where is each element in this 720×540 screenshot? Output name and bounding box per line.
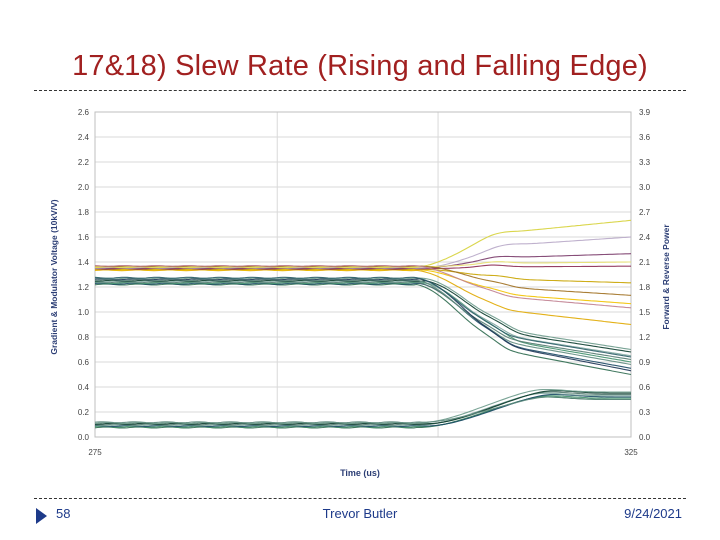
y-tick-label: 2.2 <box>78 158 90 167</box>
slide-author: Trevor Butler <box>322 506 398 521</box>
series-line-1-8 <box>95 277 632 351</box>
footer-divider <box>34 498 686 499</box>
y2-tick-label: 2.7 <box>639 208 651 217</box>
series-line-2-2 <box>95 393 631 428</box>
y2-tick-label: 1.2 <box>639 333 651 342</box>
arrow-right-icon <box>36 508 47 524</box>
title-divider <box>34 90 686 91</box>
axis-layer: 0.0 0.2 0.4 0.6 0.8 1.0 1.2 1.4 1.6 1.8 2.0 2.2 2.4 2… <box>78 108 651 457</box>
slide-title: 17&18) Slew Rate (Rising and Falling Edg… <box>72 50 648 82</box>
y2-axis-label: Forward & Reverse Power <box>661 224 671 330</box>
y2-tick-label: 3.3 <box>639 158 651 167</box>
series-line-2-3 <box>94 392 631 427</box>
series-line-1-6 <box>94 278 632 366</box>
series-line-1-7 <box>94 278 632 372</box>
y-tick-label: 0.0 <box>78 433 90 442</box>
y-tick-label: 0.6 <box>78 358 90 367</box>
y2-tick-label: 3.6 <box>639 133 651 142</box>
x-tick-label: 325 <box>624 448 638 457</box>
series-line-0-9 <box>94 264 632 309</box>
y-tick-label: 1.6 <box>78 233 90 242</box>
plot-frame <box>94 111 632 438</box>
y2-tick-label: 2.4 <box>639 233 651 242</box>
series-line-0-5 <box>95 236 632 269</box>
grid-layer <box>94 111 632 438</box>
y2-tick-label: 3.0 <box>639 183 651 192</box>
x-axis-label: Time (us) <box>340 468 380 478</box>
series-line-1-4 <box>94 280 632 357</box>
y2-tick-label: 0.9 <box>639 358 651 367</box>
y2-tick-label: 0.6 <box>639 383 651 392</box>
series-layer <box>94 219 632 429</box>
y2-tick-label: 0.3 <box>639 408 651 417</box>
slew-rate-chart: 0.0 0.2 0.4 0.6 0.8 1.0 1.2 1.4 1.6 1.8 2.0 2.2 2.4 2… <box>49 108 671 478</box>
y2-tick-label: 1.5 <box>639 308 651 317</box>
series-line-2-6 <box>94 388 631 425</box>
series-line-1-3 <box>94 281 632 361</box>
y-tick-label: 2.6 <box>78 108 90 117</box>
y2-tick-label: 1.8 <box>639 283 651 292</box>
y-tick-label: 0.2 <box>78 408 90 417</box>
x-tick-label: 275 <box>88 448 102 457</box>
y2-tick-label: 0.0 <box>639 433 651 442</box>
slide-number: 58 <box>56 506 71 521</box>
y2-tick-label: 2.1 <box>639 258 651 267</box>
series-line-1-2 <box>95 281 632 363</box>
series-line-1-5 <box>95 279 632 353</box>
y-tick-label: 1.2 <box>78 283 90 292</box>
y-tick-label: 1.4 <box>78 258 90 267</box>
y-tick-label: 1.0 <box>78 308 90 317</box>
y-tick-label: 1.8 <box>78 208 90 217</box>
y-tick-label: 2.0 <box>78 183 90 192</box>
y-axis-label: Gradient & Modulator Voltage (10kV/V) <box>49 199 59 354</box>
series-line-2-7 <box>94 396 631 424</box>
y2-tick-label: 3.9 <box>639 108 651 117</box>
series-line-0-6 <box>94 219 632 269</box>
slide-date: 9/24/2021 <box>624 506 682 521</box>
y-tick-label: 0.4 <box>78 383 90 392</box>
series-line-1-9 <box>94 276 632 358</box>
y-tick-label: 0.8 <box>78 333 90 342</box>
y-tick-label: 2.4 <box>78 133 90 142</box>
